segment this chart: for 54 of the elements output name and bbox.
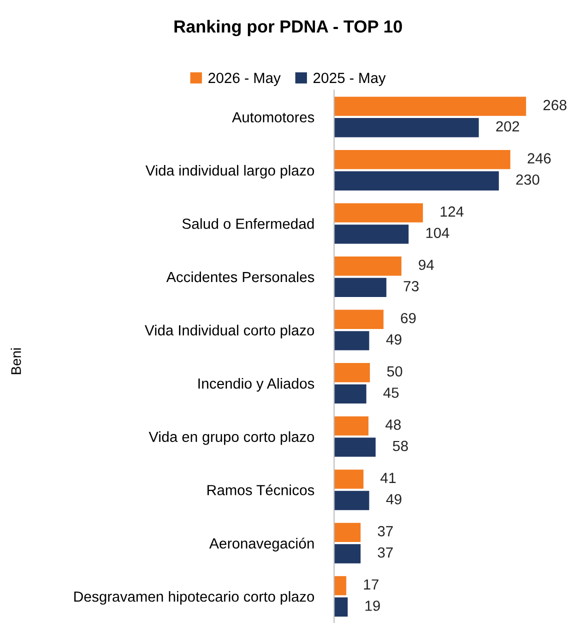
data-label: 69: [400, 312, 416, 324]
data-label: 50: [387, 366, 402, 377]
chart-title: Ranking por PDNA - TOP 10: [174, 20, 402, 36]
bar: [334, 96, 526, 116]
data-label: 230: [516, 174, 540, 185]
bar: [334, 522, 361, 542]
data-label: 49: [386, 334, 402, 345]
y-tick-label: Vida en grupo corto plazo: [148, 431, 314, 445]
bar: [334, 576, 346, 596]
data-label: 19: [365, 600, 380, 611]
data-label: 48: [385, 420, 401, 430]
data-label: 58: [392, 440, 408, 452]
data-label: 124: [440, 206, 464, 217]
bar: [334, 384, 366, 404]
bar: [334, 256, 402, 276]
y-tick-label: Salud o Enfermedad: [182, 218, 314, 229]
bar: [334, 171, 499, 190]
bar: [334, 310, 384, 329]
y-tick-label: Ramos Técnicos: [207, 484, 314, 496]
y-tick-label: Accidentes Personales: [166, 271, 314, 282]
data-label: 49: [386, 494, 402, 504]
bar: [334, 490, 370, 510]
y-tick-label: Automotores: [232, 112, 314, 122]
data-label: 41: [380, 472, 396, 483]
bar: [334, 438, 376, 457]
data-label: 37: [378, 526, 393, 536]
y-tick-label: Vida individual largo plazo: [146, 164, 314, 179]
data-label: 202: [496, 121, 520, 132]
data-label: 17: [364, 579, 378, 590]
bar: [334, 416, 368, 436]
data-label: 268: [543, 100, 566, 110]
y-tick-label: Aeronavegación: [209, 538, 314, 552]
legend-label: 2025 - May: [314, 72, 386, 86]
bar: [334, 597, 348, 617]
bar: [334, 331, 370, 350]
bar: [334, 544, 361, 564]
y-axis-title: Beni: [10, 348, 22, 374]
data-label: 45: [383, 388, 399, 398]
bar: [334, 150, 510, 170]
y-tick-label: Incendio y Aliados: [198, 378, 314, 392]
bar: [334, 203, 423, 222]
bar: [334, 224, 409, 244]
data-label: 94: [418, 260, 434, 270]
bar: [334, 363, 370, 382]
data-label: 246: [528, 153, 551, 164]
data-label: 73: [404, 281, 419, 292]
bar: [334, 278, 386, 298]
legend-label: 2026 - May: [208, 72, 281, 86]
bar: [334, 118, 479, 138]
bar: [334, 470, 364, 489]
data-label: 37: [378, 547, 393, 558]
y-tick-label: Desgravamen hipotecario corto plazo: [74, 591, 314, 605]
data-label: 104: [426, 228, 450, 238]
y-tick-label: Vida Individual corto plazo: [144, 324, 314, 338]
